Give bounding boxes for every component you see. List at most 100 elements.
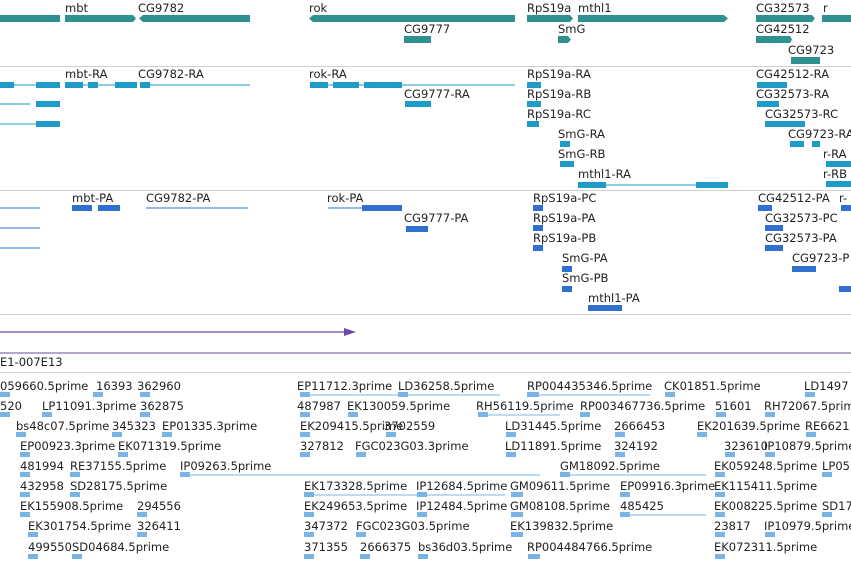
protein-label[interactable]: RpS19a-PB: [533, 231, 597, 245]
gene-track[interactable]: [0, 15, 851, 64]
cdna-label[interactable]: GM08108.5prime: [510, 499, 610, 513]
cdna-label[interactable]: 326411: [137, 519, 181, 533]
cdna-label[interactable]: 487987: [297, 399, 341, 413]
protein-label[interactable]: CG9777-PA: [404, 211, 469, 225]
gene-label[interactable]: r: [823, 1, 828, 15]
cdna-label[interactable]: EP11712.3prime: [297, 379, 393, 393]
protein-label[interactable]: SmG-PB: [562, 271, 609, 285]
cdna-label[interactable]: EP09916.3prime: [620, 479, 716, 493]
cdna-label[interactable]: bs48c07.5prime: [16, 419, 110, 433]
cdna-label[interactable]: RE6621: [805, 419, 850, 433]
transcript-label[interactable]: SmG-RA: [558, 127, 605, 141]
gene-label[interactable]: CG9782: [138, 1, 185, 15]
protein-label[interactable]: mthl1-PA: [588, 291, 640, 305]
transcript-label[interactable]: CG9723-RA: [788, 127, 851, 141]
cdna-label[interactable]: LD31445.5prime: [505, 419, 602, 433]
cdna-label[interactable]: EP00923.3prime: [20, 439, 116, 453]
cdna-label[interactable]: IP10879.5prime: [764, 439, 851, 453]
cdna-label[interactable]: 347372: [304, 519, 348, 533]
protein-label[interactable]: mbt-PA: [72, 191, 114, 205]
cdna-label[interactable]: 059660.5prime: [0, 379, 89, 393]
gene-label[interactable]: mthl1: [578, 1, 612, 15]
cdna-label[interactable]: SD04684.5prime: [72, 540, 170, 554]
cdna-label[interactable]: 520: [0, 399, 22, 413]
cdna-label[interactable]: SD28175.5prime: [70, 479, 168, 493]
protein-label[interactable]: CG32573-PC: [765, 211, 838, 225]
cdna-label[interactable]: IP12484.5prime: [416, 499, 508, 513]
cdna-label[interactable]: EK130059.5prime: [347, 399, 451, 413]
cdna-label[interactable]: RP004435346.5prime: [527, 379, 653, 393]
cdna-label[interactable]: EK173328.5prime: [304, 479, 408, 493]
cdna-label[interactable]: FGC023G03.3prime: [355, 439, 469, 453]
gene-glyph[interactable]: [756, 15, 815, 22]
cdna-label[interactable]: 324192: [614, 439, 658, 453]
transcript-label[interactable]: mbt-RA: [65, 67, 108, 81]
protein-label[interactable]: RpS19a-PC: [533, 191, 597, 205]
cdna-label[interactable]: 16393: [96, 379, 133, 393]
transcript-label[interactable]: RpS19a-RC: [527, 107, 591, 121]
protein-label[interactable]: CG9782-PA: [146, 191, 211, 205]
cdna-label[interactable]: 23817: [714, 519, 751, 533]
protein-label[interactable]: CG42512-PA: [758, 191, 830, 205]
gene-glyph[interactable]: [756, 36, 792, 43]
gene-glyph[interactable]: [65, 15, 136, 22]
transcript-label[interactable]: RpS19a-RB: [527, 87, 592, 101]
gene-glyph[interactable]: [578, 15, 728, 22]
protein-label[interactable]: rok-PA: [327, 191, 364, 205]
cdna-label[interactable]: IP10979.5prime: [764, 519, 851, 533]
gene-glyph[interactable]: [822, 15, 851, 22]
cdna-label[interactable]: IP09263.5prime: [180, 459, 272, 473]
gene-label[interactable]: CG42512: [756, 22, 810, 36]
gene-glyph[interactable]: [0, 15, 60, 22]
cdna-label[interactable]: 485425: [620, 499, 664, 513]
gene-glyph[interactable]: [791, 57, 820, 64]
cdna-label[interactable]: 345323: [112, 419, 156, 433]
cdna-label[interactable]: FGC023G03.5prime: [356, 519, 470, 533]
transcript-label[interactable]: r-RA: [823, 147, 847, 161]
transcript-track[interactable]: [0, 82, 851, 188]
protein-track[interactable]: [0, 205, 851, 311]
protein-label[interactable]: CG9723-P: [792, 251, 850, 265]
cdna-label[interactable]: CK01851.5prime: [664, 379, 761, 393]
transcript-label[interactable]: RpS19a-RA: [527, 67, 591, 81]
cdna-label[interactable]: GM09611.5prime: [510, 479, 610, 493]
cdna-label[interactable]: RH56119.5prime: [476, 399, 574, 413]
cdna-label[interactable]: EK115411.5prime: [714, 479, 818, 493]
cdna-label[interactable]: 51601: [715, 399, 752, 413]
transcript-label[interactable]: SmG-RB: [558, 147, 606, 161]
cdna-label[interactable]: 2666453: [614, 419, 666, 433]
cdna-label[interactable]: RE37155.5prime: [70, 459, 167, 473]
cdna-label[interactable]: bs36d03.5prime: [418, 540, 513, 554]
protein-label[interactable]: SmG-PA: [562, 251, 608, 265]
cdna-label[interactable]: SD17: [822, 499, 851, 513]
transcript-label[interactable]: CG32573-RA: [756, 87, 830, 101]
protein-label[interactable]: RpS19a-PA: [533, 211, 596, 225]
gene-label[interactable]: CG9777: [404, 22, 451, 36]
transcript-label[interactable]: rok-RA: [309, 67, 347, 81]
gene-glyph[interactable]: [309, 15, 515, 22]
transcript-label[interactable]: CG9782-RA: [138, 67, 204, 81]
cdna-label[interactable]: EK059248.5prime: [714, 459, 818, 473]
transcript-label[interactable]: mthl1-RA: [578, 167, 632, 181]
transcript-label[interactable]: r-RB: [823, 167, 848, 181]
gene-glyph[interactable]: [558, 36, 571, 43]
gene-label[interactable]: mbt: [65, 1, 89, 15]
transcript-label[interactable]: CG42512-RA: [756, 67, 830, 81]
gene-label[interactable]: CG9723: [788, 43, 835, 57]
cdna-label[interactable]: 323610: [724, 439, 768, 453]
gene-glyph[interactable]: [139, 15, 250, 22]
cdna-label[interactable]: EK155908.5prime: [20, 499, 124, 513]
cdna-label[interactable]: 362875: [140, 399, 184, 413]
cdna-label[interactable]: EK139832.5prime: [510, 519, 614, 533]
gene-label[interactable]: SmG: [558, 22, 586, 36]
protein-label[interactable]: CG32573-PA: [765, 231, 837, 245]
transcript-label[interactable]: CG9777-RA: [404, 87, 470, 101]
cdna-label[interactable]: EK072311.5prime: [714, 540, 818, 554]
cdna-label[interactable]: 3702559: [384, 419, 436, 433]
cdna-label[interactable]: RP003467736.5prime: [580, 399, 706, 413]
cdna-label[interactable]: EK301754.5prime: [28, 519, 132, 533]
cdna-label[interactable]: LD1497: [804, 379, 849, 393]
gene-label[interactable]: CG32573: [756, 1, 810, 15]
protein-label[interactable]: r-: [839, 191, 848, 205]
clone-track[interactable]: [0, 328, 851, 354]
